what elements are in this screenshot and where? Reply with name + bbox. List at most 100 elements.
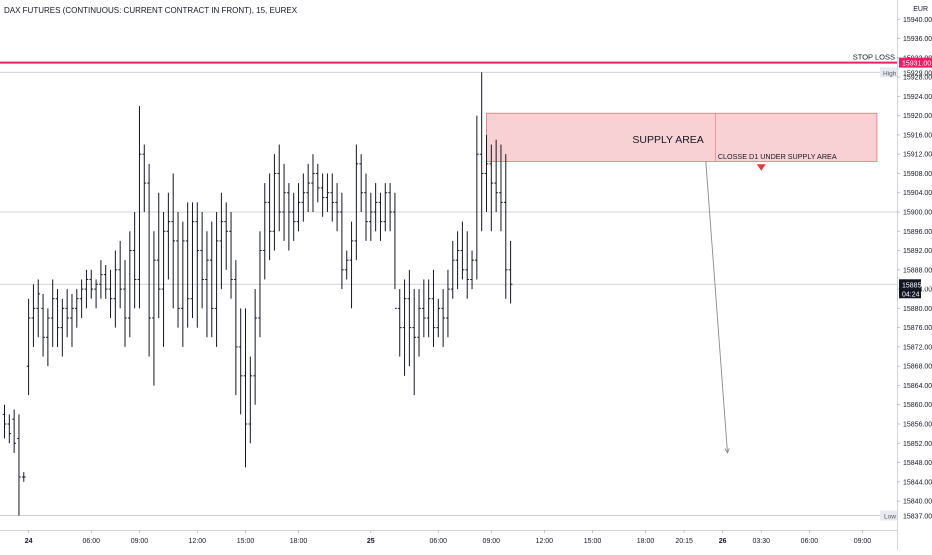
ohlc-bar <box>378 192 383 241</box>
ohlc-bar <box>320 173 325 217</box>
ohlc-bar <box>190 202 195 318</box>
ohlc-bar <box>248 356 253 444</box>
high-value: 15929.00 <box>903 70 932 77</box>
price-tick-label: 15936.00 <box>903 36 932 43</box>
ohlc-bar <box>132 212 137 309</box>
ohlc-bar <box>335 183 339 232</box>
price-tick-label: 15912.00 <box>903 152 932 159</box>
ohlc-bar <box>407 269 412 367</box>
ohlc-bar <box>84 269 89 309</box>
ohlc-bar <box>412 289 416 396</box>
ohlc-bar <box>118 240 122 309</box>
time-tick-label: 03:30 <box>752 538 770 545</box>
ohlc-bar <box>75 289 79 328</box>
price-tick-label: 15920.00 <box>903 113 932 120</box>
last-price-value: 15885.00 <box>902 282 931 289</box>
stop-loss-badge-value: 15931.00 <box>902 61 931 68</box>
supply-area-label: SUPPLY AREA <box>632 134 703 146</box>
ohlc-bar <box>2 404 7 439</box>
arrow-head-icon <box>724 448 730 454</box>
ohlc-bar <box>60 298 65 357</box>
ohlc-bar <box>479 72 484 232</box>
ohlc-bar <box>267 173 272 261</box>
ohlc-bar <box>152 231 156 386</box>
price-tick-label: 15900.00 <box>903 210 932 217</box>
ohlc-bar <box>417 289 421 357</box>
ohlc-bar <box>397 289 402 357</box>
ohlc-bar <box>393 192 397 309</box>
high-label: High <box>883 70 897 77</box>
ohlc-bar <box>94 279 98 309</box>
ohlc-bar <box>441 289 445 347</box>
ohlc-bar <box>460 221 465 280</box>
price-tick-label: 15940.00 <box>903 17 932 24</box>
time-tick-label: 15:00 <box>584 538 602 545</box>
ohlc-bar <box>219 192 224 290</box>
price-tick-label: 15856.00 <box>903 422 932 429</box>
projection-arrow-line <box>705 161 728 453</box>
chart-title: DAX FUTURES (CONTINUOUS: CURRENT CONTRAC… <box>4 6 298 15</box>
ohlc-bar <box>123 260 127 347</box>
ohlc-bar <box>340 192 344 290</box>
ohlc-bar <box>455 231 460 290</box>
time-tick-label: 18:00 <box>637 538 655 545</box>
ohlc-bar <box>7 414 12 444</box>
time-tick-label: 26 <box>719 538 727 545</box>
ohlc-bar <box>156 192 161 318</box>
ohlc-bar <box>369 192 373 241</box>
ohlc-bar <box>287 183 291 251</box>
time-tick-label: 12:00 <box>189 538 207 545</box>
low-label-badge <box>880 510 897 521</box>
price-tick-label: 15868.00 <box>903 364 932 371</box>
ohlc-bar <box>253 289 257 405</box>
price-tick-label: 15928.00 <box>903 75 932 82</box>
ohlc-bar <box>36 279 41 338</box>
ohlc-bar <box>31 284 36 347</box>
ohlc-bar <box>171 173 175 309</box>
closse-d1-label: CLOSSE D1 UNDER SUPPLY AREA <box>718 152 837 161</box>
price-tick-label: 15848.00 <box>903 460 932 467</box>
bar-countdown: 04:24 <box>902 291 920 298</box>
ohlc-bar <box>200 212 204 309</box>
price-tick-label: 15872.00 <box>903 344 932 351</box>
price-tick-label: 15904.00 <box>903 190 932 197</box>
ohlc-bars <box>2 72 513 516</box>
ohlc-bar <box>103 265 108 299</box>
ohlc-bar <box>195 202 200 328</box>
ohlc-bar <box>181 221 185 347</box>
ohlc-bar <box>243 308 248 468</box>
ohlc-bar <box>402 279 407 376</box>
ohlc-bar <box>89 269 94 299</box>
ohlc-bar <box>229 212 233 299</box>
high-label-badge <box>880 67 897 78</box>
ohlc-bar <box>99 260 103 299</box>
ohlc-bar <box>176 212 180 328</box>
price-tick-label: 15864.00 <box>903 383 932 390</box>
ohlc-bar <box>383 183 388 232</box>
price-tick-label: 15924.00 <box>903 94 932 101</box>
ohlc-bar <box>494 139 498 212</box>
ohlc-bar <box>50 279 55 347</box>
ohlc-bar <box>234 260 238 396</box>
price-tick-label: 15844.00 <box>903 479 932 486</box>
time-tick-label: 15:00 <box>237 538 255 545</box>
ohlc-bar <box>21 472 26 482</box>
ohlc-bar <box>128 231 132 338</box>
ohlc-bar <box>296 183 301 232</box>
low-label: Low <box>884 514 896 521</box>
ohlc-bar <box>436 298 441 338</box>
ohlc-bar <box>272 154 277 251</box>
supply-area-zone <box>486 112 878 162</box>
ohlc-bar <box>17 414 21 516</box>
ohlc-bar <box>70 293 74 347</box>
price-tick-label: 15892.00 <box>903 248 932 255</box>
ohlc-bar <box>205 231 209 338</box>
ohlc-bar <box>238 308 243 415</box>
ohlc-bar <box>364 173 368 241</box>
ohlc-bar <box>185 202 190 328</box>
ohlc-bar <box>137 106 142 309</box>
ohlc-bar <box>262 183 267 280</box>
ohlc-bar <box>344 250 349 280</box>
